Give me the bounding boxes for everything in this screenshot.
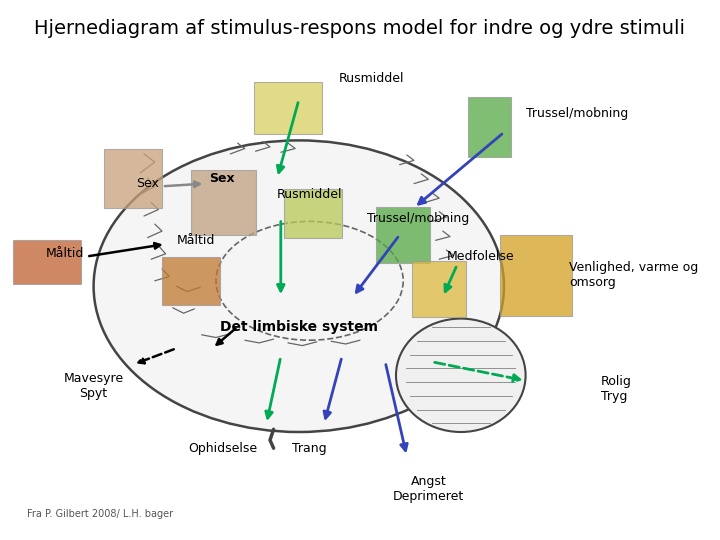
Text: Trussel/mobning: Trussel/mobning — [367, 212, 469, 225]
Text: Sex: Sex — [136, 177, 159, 190]
Text: Venlighed, varme og
omsorg: Venlighed, varme og omsorg — [569, 261, 698, 289]
Text: Rolig
Tryg: Rolig Tryg — [601, 375, 632, 403]
Text: Ophidselse: Ophidselse — [189, 442, 258, 455]
Text: Måltid: Måltid — [176, 234, 215, 247]
Text: Rusmiddel: Rusmiddel — [338, 72, 404, 85]
Text: Rusmiddel: Rusmiddel — [277, 188, 343, 201]
Text: Hjernediagram af stimulus-respons model for indre og ydre stimuli: Hjernediagram af stimulus-respons model … — [35, 19, 685, 38]
Ellipse shape — [396, 319, 526, 432]
FancyBboxPatch shape — [13, 240, 81, 284]
FancyBboxPatch shape — [162, 256, 220, 305]
Text: Det limbiske system: Det limbiske system — [220, 320, 377, 334]
FancyBboxPatch shape — [254, 82, 323, 133]
FancyBboxPatch shape — [412, 260, 467, 317]
Text: Angst
Deprimeret: Angst Deprimeret — [393, 475, 464, 503]
Text: Medfolelse: Medfolelse — [446, 250, 514, 263]
Text: Måltid: Måltid — [45, 247, 84, 260]
Text: Trang: Trang — [292, 442, 327, 455]
FancyBboxPatch shape — [104, 148, 162, 208]
FancyBboxPatch shape — [284, 189, 342, 238]
Text: Trussel/mobning: Trussel/mobning — [526, 107, 628, 120]
Ellipse shape — [94, 140, 504, 432]
Text: Fra P. Gilbert 2008/ L.H. bager: Fra P. Gilbert 2008/ L.H. bager — [27, 509, 174, 519]
FancyBboxPatch shape — [468, 97, 511, 157]
FancyBboxPatch shape — [500, 235, 572, 316]
Text: Sex: Sex — [209, 172, 235, 185]
FancyBboxPatch shape — [191, 170, 256, 235]
Text: Mavesyre
Spyt: Mavesyre Spyt — [63, 372, 124, 400]
FancyBboxPatch shape — [377, 206, 431, 263]
